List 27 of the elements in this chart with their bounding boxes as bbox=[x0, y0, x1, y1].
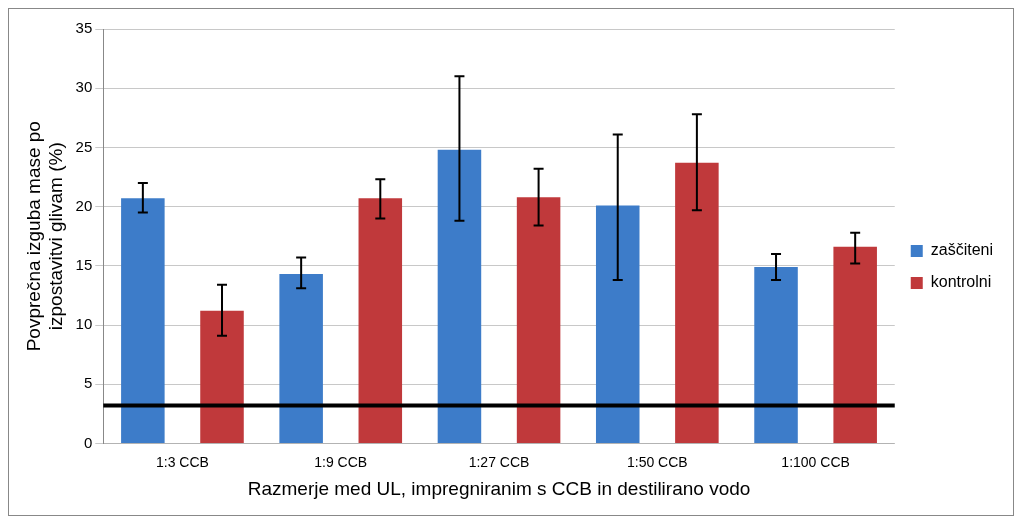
x-tick-label: 1:50 CCB bbox=[626, 453, 688, 470]
y-tick-label: 30 bbox=[75, 78, 93, 96]
bar bbox=[754, 266, 798, 443]
x-tick-label: 1:9 CCB bbox=[314, 453, 368, 470]
y-tick-label: 25 bbox=[75, 137, 93, 155]
x-axis-title: Razmerje med UL, impregniranim s CCB in destilirano vodo bbox=[247, 477, 751, 499]
y-tick-label: 20 bbox=[75, 196, 93, 214]
y-tick-label: 5 bbox=[83, 374, 93, 392]
x-tick-label: 1:3 CCB bbox=[155, 453, 209, 470]
y-tick-label: 0 bbox=[83, 433, 93, 451]
bar bbox=[200, 310, 244, 443]
y-axis-title: Povprečna izguba mase po izpostavitvi glivam (%) bbox=[22, 121, 67, 352]
bar bbox=[516, 197, 561, 443]
bar bbox=[675, 162, 719, 443]
y-tick-label: 10 bbox=[75, 315, 93, 333]
bar bbox=[121, 198, 165, 443]
bar bbox=[437, 149, 482, 443]
bar bbox=[279, 274, 323, 443]
bar bbox=[833, 246, 877, 443]
legend-label: zaščiteni bbox=[930, 241, 993, 259]
legend-label: kontrolni bbox=[930, 273, 992, 291]
y-tick-label: 15 bbox=[75, 255, 93, 273]
x-tick-label: 1:100 CCB bbox=[781, 453, 850, 470]
bar bbox=[595, 205, 640, 443]
x-tick-label: 1:27 CCB bbox=[468, 453, 530, 470]
bar bbox=[358, 198, 403, 443]
y-tick-label: 35 bbox=[75, 19, 93, 37]
